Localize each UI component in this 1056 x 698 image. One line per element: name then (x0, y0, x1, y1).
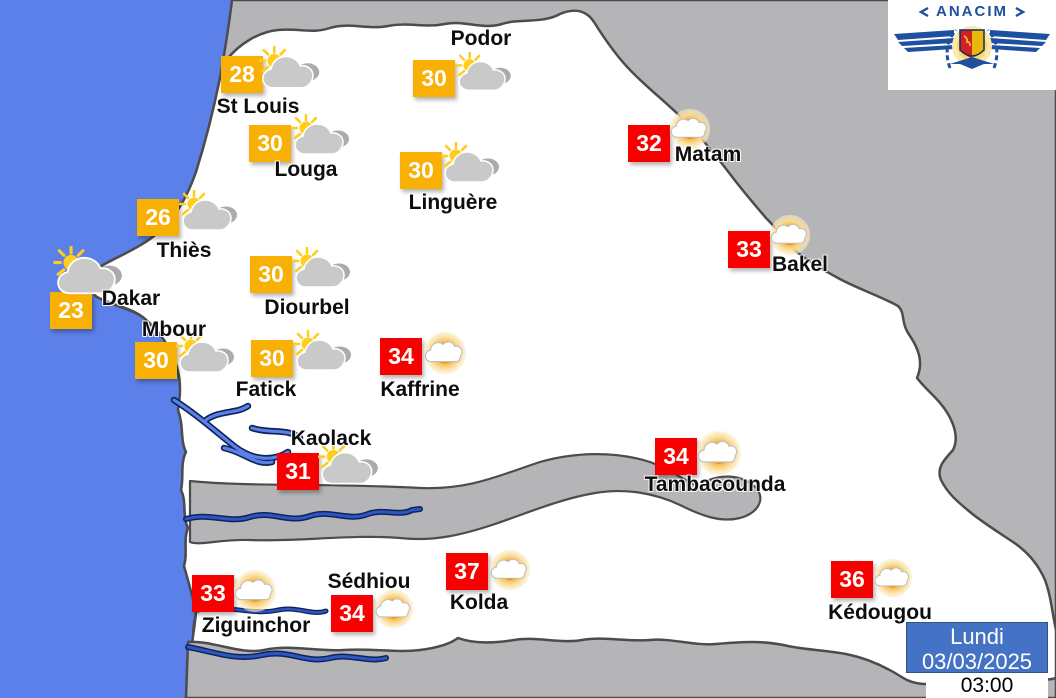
temp-badge: 30 (413, 60, 455, 97)
partly-cloudy-icon (292, 247, 354, 296)
city-label: Thiès (156, 239, 212, 262)
anacim-logo: ANACIM (894, 3, 1050, 69)
city-label: Dakar (101, 287, 161, 310)
temp-badge: 30 (249, 125, 291, 162)
city-label: Sédhiou (327, 570, 411, 593)
city-label: Kédougou (828, 601, 932, 624)
temp-badge: 30 (251, 340, 293, 377)
temp-badge: 33 (728, 231, 770, 268)
logo-shield-icon (959, 29, 985, 58)
temp-badge: 34 (655, 438, 697, 475)
partly-cloudy-icon (291, 114, 353, 163)
city-label: Linguère (408, 191, 498, 214)
city-label: Podor (450, 27, 512, 50)
time-box: 03:00 (926, 673, 1048, 698)
rivers (170, 396, 423, 663)
city-label: Matam (674, 143, 742, 166)
logo-laurel-icon (945, 29, 999, 69)
city-label: Ziguinchor (201, 614, 311, 637)
city-label: Diourbel (264, 296, 350, 319)
city-label: Tambacounda (644, 473, 786, 496)
temp-badge: 31 (277, 453, 319, 490)
partly-cloudy-icon (179, 190, 241, 239)
city-label: Mbour (141, 318, 207, 341)
temp-badge: 26 (137, 199, 179, 236)
temp-badge: 37 (446, 553, 488, 590)
temp-badge: 30 (135, 342, 177, 379)
date-box: Lundi 03/03/2025 (906, 622, 1048, 674)
temp-badge: 23 (50, 292, 92, 329)
temp-badge: 30 (250, 256, 292, 293)
logo-plane-icon (950, 57, 994, 69)
logo-org-text: ANACIM (936, 3, 1008, 20)
partly-cloudy-icon (258, 46, 324, 97)
sun-veiled-icon (872, 554, 914, 607)
logo-wings-icon (894, 30, 1050, 52)
temp-badge: 33 (192, 575, 234, 612)
partly-cloudy-icon (455, 52, 515, 99)
partly-cloudy-icon (293, 330, 355, 379)
date-day: Lundi (950, 624, 1004, 649)
temp-badge: 30 (400, 152, 442, 189)
temp-badge: 36 (831, 561, 873, 598)
city-label: St Louis (216, 95, 300, 118)
temp-badge: 34 (380, 338, 422, 375)
temp-badge: 28 (221, 56, 263, 93)
city-label: Fatick (235, 378, 297, 401)
city-label: Kaffrine (380, 378, 460, 401)
gambia-territory (188, 453, 762, 545)
anacim-logo-panel: ANACIM (888, 0, 1056, 90)
city-label: Louga (274, 158, 338, 181)
logo-right-chevron-icon (1015, 6, 1026, 18)
temp-badge: 34 (331, 595, 373, 632)
city-label: Kolda (449, 591, 509, 614)
partly-cloudy-icon (441, 142, 503, 191)
sun-veiled-icon (422, 328, 468, 383)
sun-veiled-icon (232, 566, 278, 621)
logo-left-chevron-icon (918, 6, 929, 18)
temp-badge: 32 (628, 125, 670, 162)
date-value: 03/03/2025 (921, 649, 1033, 674)
city-label: Bakel (771, 253, 829, 276)
city-label: Kaolack (290, 427, 372, 450)
